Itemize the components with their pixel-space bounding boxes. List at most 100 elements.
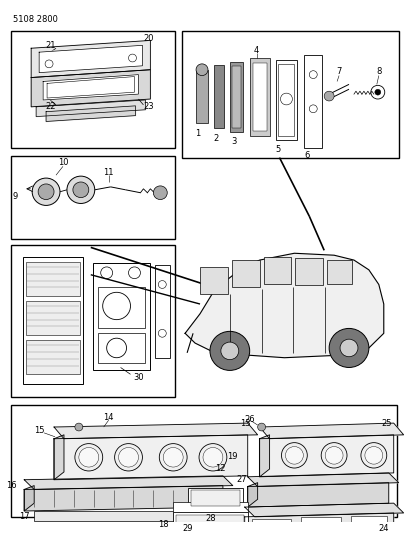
Text: 30: 30 <box>133 373 144 382</box>
Circle shape <box>329 328 369 367</box>
Bar <box>182 31 399 158</box>
Text: 17: 17 <box>19 512 29 521</box>
Text: 6: 6 <box>305 151 310 160</box>
Text: 5108 2800: 5108 2800 <box>13 15 58 24</box>
Text: 22: 22 <box>46 102 56 111</box>
Text: 10: 10 <box>58 158 68 167</box>
Text: 20: 20 <box>143 34 154 43</box>
Text: 13: 13 <box>240 418 251 427</box>
Polygon shape <box>54 423 257 439</box>
Bar <box>253 63 266 131</box>
Bar <box>93 263 151 370</box>
Bar <box>252 519 291 528</box>
Polygon shape <box>259 423 404 439</box>
Text: 3: 3 <box>231 138 237 147</box>
Text: 25: 25 <box>381 418 392 427</box>
Polygon shape <box>39 45 142 72</box>
Polygon shape <box>31 41 151 77</box>
Polygon shape <box>185 253 384 358</box>
Bar <box>214 65 224 128</box>
Polygon shape <box>43 75 138 100</box>
Circle shape <box>340 339 358 357</box>
Circle shape <box>375 89 381 95</box>
Text: 2: 2 <box>213 134 219 142</box>
Polygon shape <box>248 483 257 507</box>
Text: 14: 14 <box>103 413 114 422</box>
Bar <box>196 70 208 124</box>
Polygon shape <box>24 486 223 511</box>
Circle shape <box>365 447 383 464</box>
Text: 21: 21 <box>46 41 56 50</box>
Bar <box>302 517 341 526</box>
Bar <box>200 267 228 294</box>
Text: 8: 8 <box>376 67 381 76</box>
Bar <box>26 301 80 335</box>
Polygon shape <box>54 435 64 480</box>
Bar <box>191 490 240 506</box>
Circle shape <box>67 176 95 204</box>
Polygon shape <box>36 100 145 117</box>
Bar <box>351 516 387 524</box>
Polygon shape <box>24 486 34 511</box>
Circle shape <box>79 448 99 467</box>
Bar <box>11 31 175 148</box>
Polygon shape <box>54 435 248 480</box>
Bar <box>173 512 248 526</box>
Text: 15: 15 <box>34 426 44 435</box>
Bar <box>327 260 352 285</box>
Circle shape <box>38 184 54 199</box>
Circle shape <box>203 448 223 467</box>
Text: 18: 18 <box>158 520 169 529</box>
Circle shape <box>119 448 138 467</box>
Circle shape <box>221 342 239 360</box>
Bar <box>26 262 80 296</box>
Text: 7: 7 <box>336 67 342 76</box>
Bar <box>11 246 175 397</box>
Polygon shape <box>248 483 389 507</box>
Text: 1: 1 <box>195 128 201 138</box>
Polygon shape <box>259 435 270 477</box>
Circle shape <box>325 447 343 464</box>
Bar <box>275 60 297 140</box>
Bar <box>232 66 241 128</box>
Bar <box>23 257 83 384</box>
Polygon shape <box>248 473 399 487</box>
Circle shape <box>196 64 208 76</box>
Circle shape <box>153 186 167 199</box>
Bar <box>11 156 175 239</box>
Polygon shape <box>245 513 394 530</box>
Circle shape <box>210 332 250 370</box>
Bar <box>155 265 170 358</box>
Bar <box>279 64 295 136</box>
Bar <box>250 58 270 136</box>
Circle shape <box>286 447 303 464</box>
Bar <box>26 340 80 374</box>
Text: 29: 29 <box>183 524 193 533</box>
Polygon shape <box>46 106 135 122</box>
Text: 27: 27 <box>236 475 247 484</box>
Polygon shape <box>245 503 404 517</box>
Bar <box>304 55 322 148</box>
Circle shape <box>75 423 83 431</box>
Circle shape <box>32 178 60 205</box>
Bar <box>188 488 243 509</box>
Polygon shape <box>31 70 151 107</box>
Text: 23: 23 <box>143 102 154 111</box>
Text: 28: 28 <box>206 514 216 523</box>
Text: 16: 16 <box>6 481 17 490</box>
Bar <box>98 333 145 362</box>
Bar <box>232 260 259 287</box>
Text: 5: 5 <box>276 146 281 154</box>
Bar <box>176 515 244 523</box>
Bar <box>230 62 243 132</box>
Circle shape <box>324 91 334 101</box>
Bar <box>295 258 323 286</box>
Bar <box>34 511 228 521</box>
Bar <box>173 502 248 512</box>
Text: 12: 12 <box>215 464 225 473</box>
Circle shape <box>73 182 89 198</box>
Text: 11: 11 <box>103 168 114 177</box>
Text: 9: 9 <box>13 192 18 201</box>
Polygon shape <box>259 435 394 477</box>
Text: 19: 19 <box>228 452 238 461</box>
